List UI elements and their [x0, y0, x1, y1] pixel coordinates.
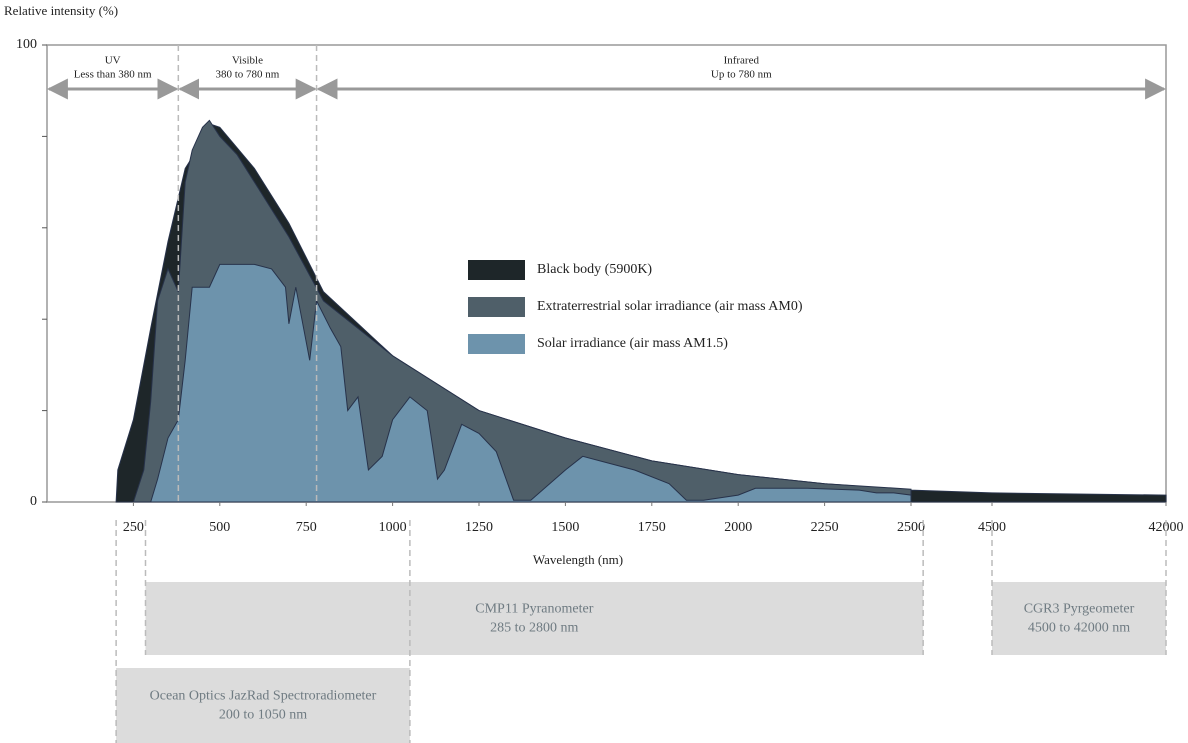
instrument-name: Ocean Optics JazRad Spectroradiometer — [150, 689, 377, 704]
instrument-range: 4500 to 42000 nm — [1028, 621, 1130, 636]
x-tick-label: 2250 — [811, 520, 839, 535]
instrument-box — [145, 582, 924, 655]
x-tick-label: 2000 — [724, 520, 752, 535]
region-label: Up to 780 nm — [711, 69, 772, 81]
legend-label: Black body (5900K) — [537, 262, 652, 277]
legend-label: Solar irradiance (air mass AM1.5) — [537, 336, 728, 351]
region-name: UV — [105, 55, 121, 67]
y-tick-label: 100 — [16, 37, 37, 52]
legend-swatch — [468, 334, 525, 354]
x-tick-label: 1250 — [465, 520, 493, 535]
x-tick-label: 1750 — [638, 520, 666, 535]
x-tick-label: 500 — [209, 520, 230, 535]
instrument-name: CMP11 Pyranometer — [475, 602, 593, 617]
legend-swatch — [468, 297, 525, 317]
region-name: Visible — [232, 55, 263, 67]
region-label: 380 to 780 nm — [216, 69, 280, 81]
legend-swatch — [468, 260, 525, 280]
region-name: Infrared — [724, 55, 760, 67]
x-tick-label: 1000 — [379, 520, 407, 535]
x-tick-label: 4500 — [978, 520, 1006, 535]
x-tick-label: 42000 — [1149, 520, 1184, 535]
y-axis-label: Relative intensity (%) — [4, 3, 118, 18]
x-tick-label: 2500 — [897, 520, 925, 535]
y-tick-label: 0 — [30, 494, 37, 509]
x-axis-label: Wavelength (nm) — [533, 552, 623, 567]
x-tick-label: 750 — [296, 520, 317, 535]
instrument-range: 285 to 2800 nm — [490, 621, 578, 636]
x-tick-label: 250 — [123, 520, 144, 535]
instrument-box — [992, 582, 1166, 655]
instrument-name: CGR3 Pyrgeometer — [1024, 602, 1135, 617]
instrument-range: 200 to 1050 nm — [219, 708, 307, 723]
area — [150, 263, 912, 503]
region-label: Less than 380 nm — [74, 69, 152, 81]
instrument-box — [116, 668, 410, 743]
legend-label: Extraterrestrial solar irradiance (air m… — [537, 299, 803, 314]
x-tick-label: 1500 — [551, 520, 579, 535]
